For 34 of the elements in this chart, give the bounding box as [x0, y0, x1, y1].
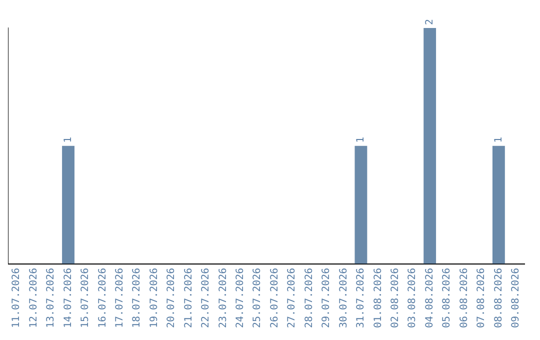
x-tick-label: 26.07.2026 [269, 268, 280, 328]
data-label: 1 [62, 136, 74, 143]
x-tick-label: 30.07.2026 [338, 268, 350, 328]
x-tick-label: 19.07.2026 [148, 268, 160, 328]
x-tick-label: 07.08.2026 [476, 268, 488, 328]
x-tick-label: 22.07.2026 [200, 268, 212, 328]
x-tick-label: 25.07.2026 [252, 268, 264, 328]
x-tick-label: 16.07.2026 [97, 268, 108, 328]
x-tick-label: 24.07.2026 [235, 268, 246, 328]
x-tick-label: 08.08.2026 [493, 268, 504, 328]
x-tick-label: 06.08.2026 [458, 268, 470, 328]
x-tick-label: 12.07.2026 [28, 268, 40, 328]
x-tick-label: 18.07.2026 [132, 268, 143, 328]
x-tick-label: 20.07.2026 [166, 268, 178, 328]
x-tick-label: 31.07.2026 [356, 268, 367, 328]
x-tick-label: 13.07.2026 [46, 268, 57, 328]
x-tick-label: 11.07.2026 [11, 268, 22, 328]
x-tick-label: 02.08.2026 [390, 268, 401, 328]
x-tick-label: 21.07.2026 [183, 268, 194, 328]
x-tick-label: 01.08.2026 [372, 268, 384, 328]
x-tick-label: 17.07.2026 [114, 268, 126, 328]
x-tick-label: 05.08.2026 [442, 268, 453, 328]
x-tick-label: 28.07.2026 [304, 268, 315, 328]
x-tick-label: 15.07.2026 [80, 268, 92, 328]
data-label: 2 [424, 18, 436, 25]
x-tick-label: 29.07.2026 [321, 268, 332, 328]
x-tick-label: 14.07.2026 [62, 268, 74, 328]
data-label: 1 [493, 136, 504, 143]
x-tick-label: 04.08.2026 [424, 268, 436, 328]
x-tick-label: 09.08.2026 [510, 268, 522, 328]
x-tick-label: 03.08.2026 [407, 268, 418, 328]
x-tick-label: 27.07.2026 [286, 268, 298, 328]
x-tick-label: 23.07.2026 [218, 268, 229, 328]
data-label: 1 [356, 136, 367, 143]
